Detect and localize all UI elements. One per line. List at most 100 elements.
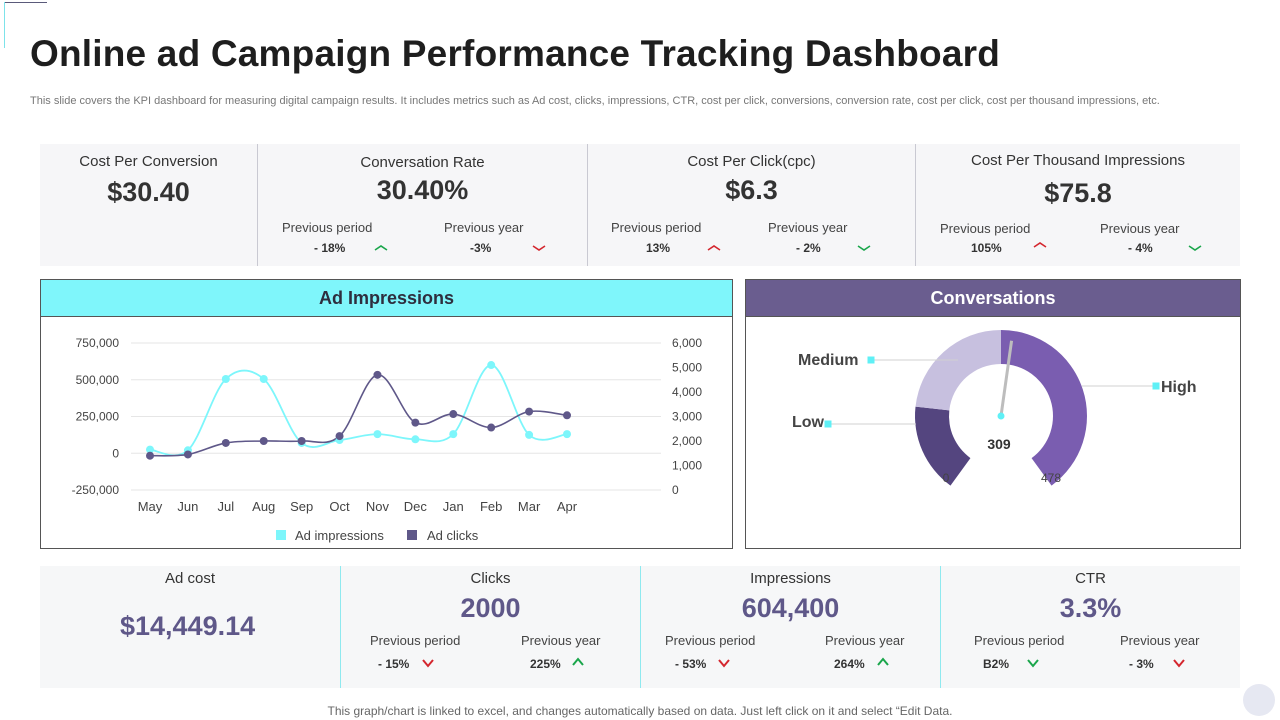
gauge-segment-high xyxy=(1001,330,1087,486)
data-point-ad-impressions xyxy=(221,375,230,384)
data-point-ad-clicks xyxy=(146,451,154,460)
previous-year-label: Previous year xyxy=(768,220,848,235)
panel-header: Conversations xyxy=(746,280,1240,317)
legend-label-ad-clicks: Ad clicks xyxy=(427,528,479,543)
gauge-max-label: 478 xyxy=(1041,471,1061,485)
navigation-circle-button[interactable] xyxy=(1243,684,1275,716)
previous-period-label: Previous period xyxy=(611,220,702,235)
gauge-callout-low-label: Low xyxy=(792,414,825,431)
page-subtitle: This slide covers the KPI dashboard for … xyxy=(30,95,1160,107)
kpi-cost-per-thousand-impressions: Cost Per Thousand Impressions $75.8 Prev… xyxy=(916,144,1240,266)
kpi-ctr: CTR 3.3% Previous period B2% Previous ye… xyxy=(941,566,1240,688)
chevron-up-icon xyxy=(374,245,388,251)
previous-year-value: 225% xyxy=(530,657,561,671)
kpi-value: 604,400 xyxy=(741,593,840,623)
kpi-value: $75.8 xyxy=(1044,178,1112,208)
gauge-value-label: 309 xyxy=(987,436,1011,452)
data-point-ad-impressions xyxy=(449,430,458,439)
previous-period-value: 105% xyxy=(971,241,1002,255)
kpi-label: Cost Per Click(cpc) xyxy=(687,153,816,170)
chevron-down-icon xyxy=(1027,659,1039,668)
gauge-callout-medium-marker xyxy=(867,356,875,364)
legend-label-ad-impressions: Ad impressions xyxy=(295,528,384,543)
kpi-divider xyxy=(940,566,941,688)
data-point-ad-clicks xyxy=(449,410,458,419)
y2-axis-tick-label: 5,000 xyxy=(672,361,702,375)
x-axis-tick-label: Sep xyxy=(290,499,313,514)
kpi-divider xyxy=(915,144,916,266)
x-axis-tick-label: Feb xyxy=(480,499,502,514)
data-point-ad-clicks xyxy=(297,437,306,445)
kpi-impressions: Impressions 604,400 Previous period - 53… xyxy=(641,566,940,688)
x-axis-tick-label: May xyxy=(138,499,163,514)
chevron-down-icon xyxy=(718,659,730,668)
y2-axis-tick-label: 4,000 xyxy=(672,385,702,399)
y2-axis-tick-label: 6,000 xyxy=(672,336,702,350)
previous-year-label: Previous year xyxy=(825,633,905,648)
previous-year-label: Previous year xyxy=(1100,221,1180,236)
previous-year-label: Previous year xyxy=(1120,633,1200,648)
data-point-ad-clicks xyxy=(221,438,230,447)
gauge-callout-low-marker xyxy=(824,420,832,428)
y2-axis-tick-label: 1,000 xyxy=(672,459,702,473)
y-axis-tick-label: 500,000 xyxy=(76,373,120,387)
gauge-needle xyxy=(999,340,1014,417)
previous-year-value: - 2% xyxy=(796,241,821,255)
chevron-up-icon xyxy=(1033,242,1047,248)
kpi-label: CTR xyxy=(1075,570,1106,587)
x-axis-tick-label: Jan xyxy=(443,499,464,514)
kpi-ad-cost: Ad cost $14,449.14 xyxy=(40,566,340,688)
ad-impressions-chart[interactable]: 750,000 500,000 250,000 0 -250,000 6,000 5,000… xyxy=(41,318,732,549)
gauge-segment-medium xyxy=(915,330,1001,411)
kpi-value: 30.40% xyxy=(376,175,469,205)
kpi-label: Cost Per Conversion xyxy=(79,153,218,170)
legend-marker-ad-impressions xyxy=(276,530,286,540)
previous-period-label: Previous period xyxy=(974,633,1065,648)
kpi-divider xyxy=(340,566,341,688)
chevron-down-icon xyxy=(1188,245,1202,251)
kpi-value: $14,449.14 xyxy=(120,611,256,641)
kpi-divider xyxy=(257,144,258,266)
data-point-ad-clicks xyxy=(183,450,192,459)
data-point-ad-impressions xyxy=(411,435,420,444)
gauge-min-label: 0 xyxy=(943,471,950,485)
gauge-segment-low xyxy=(915,406,971,486)
previous-period-value: B2% xyxy=(983,657,1010,671)
data-point-ad-impressions xyxy=(563,430,571,439)
panel-header: Ad Impressions xyxy=(41,280,732,317)
data-point-ad-clicks xyxy=(373,370,382,379)
previous-year-value: - 3% xyxy=(1129,657,1154,671)
corner-decoration-vertical xyxy=(4,2,5,48)
data-point-ad-clicks xyxy=(259,437,268,445)
data-point-ad-impressions xyxy=(259,375,268,384)
data-point-ad-impressions xyxy=(373,430,382,439)
x-axis-tick-label: Mar xyxy=(518,499,541,514)
y-axis-tick-label: -250,000 xyxy=(72,483,120,497)
gauge-callout-high-label: High xyxy=(1161,379,1197,396)
conversations-gauge[interactable]: 309 0 478 Medium Low High xyxy=(746,318,1240,549)
chevron-down-icon xyxy=(857,245,871,251)
previous-year-label: Previous year xyxy=(521,633,601,648)
kpi-label: Clicks xyxy=(470,570,511,587)
previous-period-value: - 15% xyxy=(378,657,410,671)
x-axis-tick-label: Apr xyxy=(557,499,578,514)
data-point-ad-impressions xyxy=(146,445,154,454)
kpi-label: Cost Per Thousand Impressions xyxy=(971,152,1185,169)
chevron-up-icon xyxy=(707,245,721,251)
previous-year-label: Previous year xyxy=(444,220,524,235)
chevron-down-icon xyxy=(1173,659,1185,668)
series-line-ad-clicks xyxy=(149,374,568,457)
data-point-ad-clicks xyxy=(525,407,534,416)
kpi-label: Impressions xyxy=(750,570,831,587)
x-axis-tick-label: Jun xyxy=(177,499,198,514)
data-point-ad-clicks xyxy=(411,418,420,427)
conversations-panel: Conversations 309 0 478 Medium Low High xyxy=(745,279,1241,549)
y2-axis-tick-label: 0 xyxy=(672,483,679,497)
previous-year-value: -3% xyxy=(470,241,492,255)
y2-axis-tick-label: 2,000 xyxy=(672,434,702,448)
kpi-label: Ad cost xyxy=(164,570,216,587)
ad-impressions-panel: Ad Impressions 750,000 500,000 250,000 0 -25… xyxy=(40,279,733,549)
footer-note: This graph/chart is linked to excel, and… xyxy=(327,704,953,718)
chevron-down-icon xyxy=(422,659,434,668)
